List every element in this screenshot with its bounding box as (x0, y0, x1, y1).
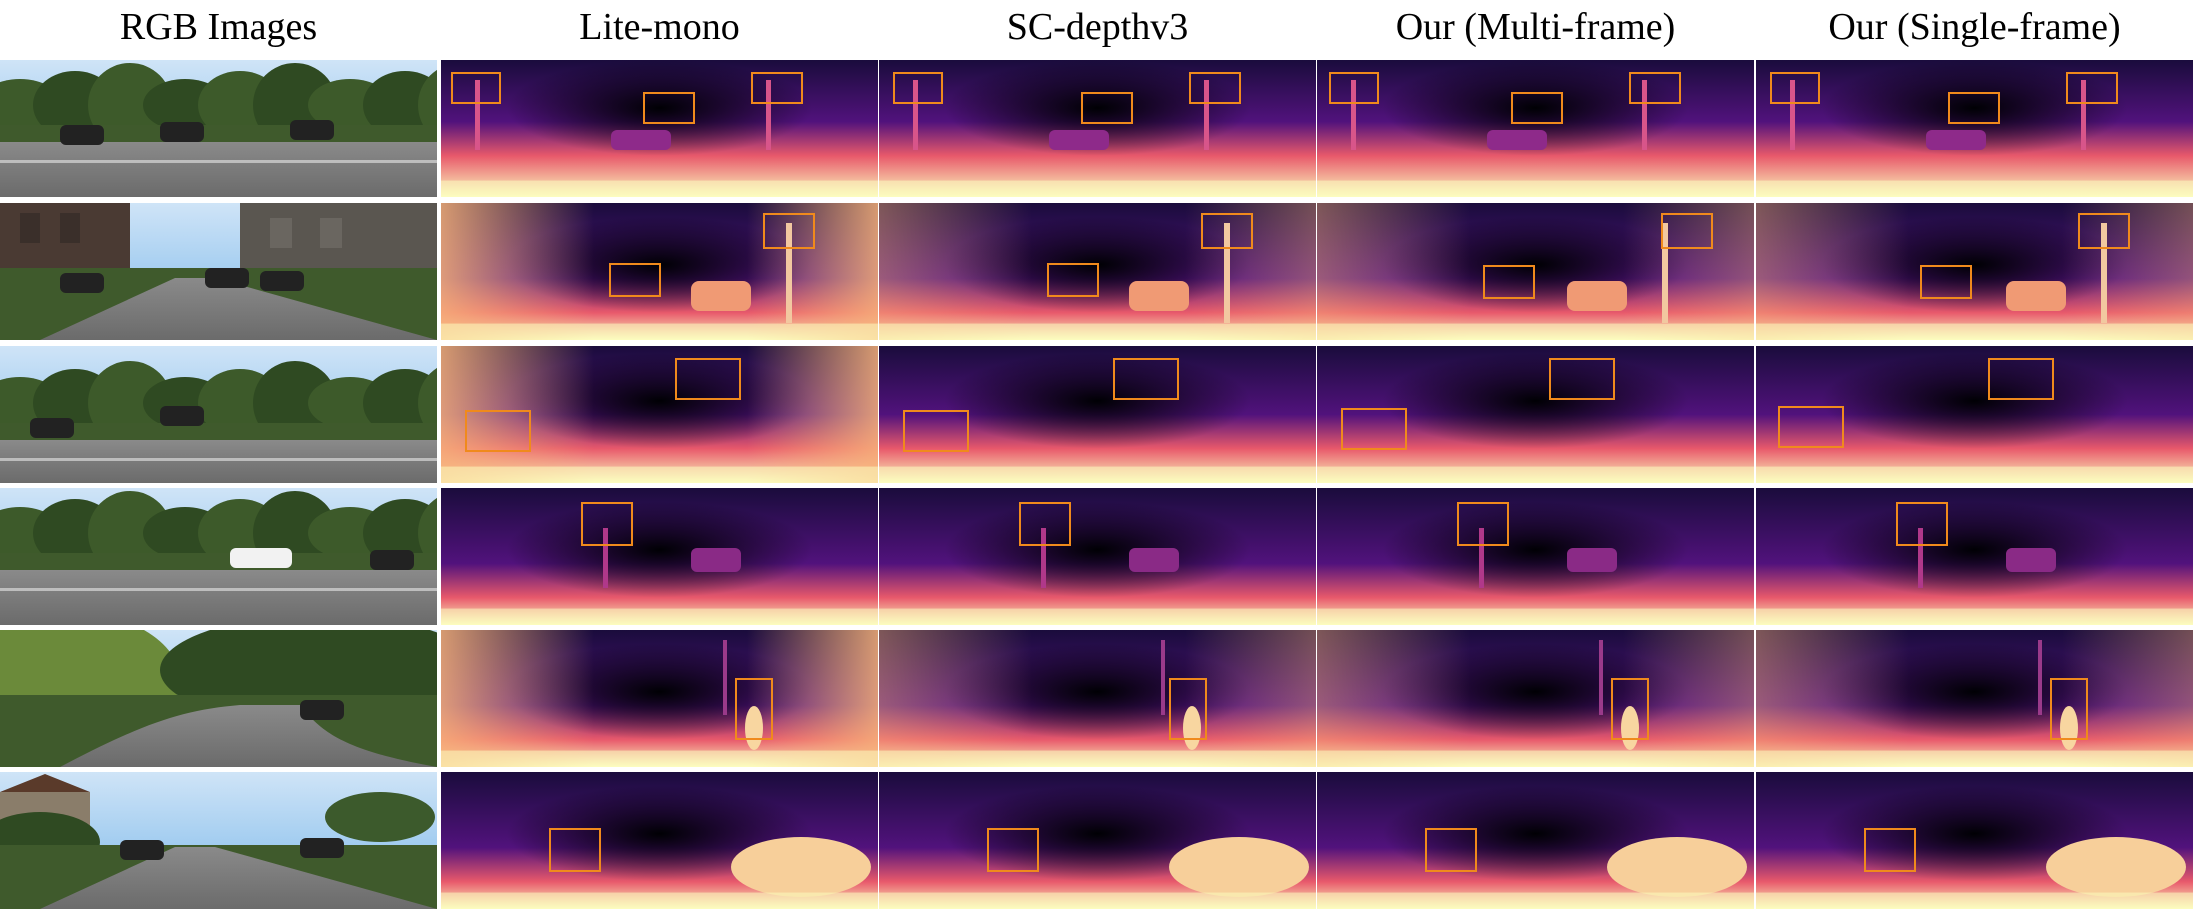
rgb-image (0, 60, 437, 197)
rgb-image (0, 346, 437, 483)
lite-mono-depth-map (441, 488, 878, 625)
sc-depthv3-depth-map (879, 346, 1316, 483)
rgb-image (0, 488, 437, 625)
figure-row (0, 772, 2195, 909)
highlight-box (1770, 72, 1820, 104)
highlight-box (1113, 358, 1179, 400)
sc-depthv3-depth-map (879, 488, 1316, 625)
highlight-box (1019, 502, 1071, 546)
sc-depthv3-depth-map (879, 203, 1316, 340)
header-rgb-images: RGB Images (119, 6, 318, 48)
lite-mono-depth-map (441, 772, 878, 909)
sc-depthv3-depth-map (879, 772, 1316, 909)
multi-frame-depth-map (1317, 772, 1754, 909)
figure-row (0, 488, 2195, 625)
figure-row (0, 203, 2195, 340)
highlight-box (1988, 358, 2054, 400)
header-lite-mono: Lite-mono (579, 6, 740, 48)
figure-row (0, 346, 2195, 483)
figure-row (0, 630, 2195, 767)
highlight-box (465, 410, 531, 452)
highlight-box (1948, 92, 2000, 124)
highlight-box (1549, 358, 1615, 400)
highlight-box (893, 72, 943, 104)
highlight-box (549, 828, 601, 872)
highlight-box (451, 72, 501, 104)
header-sc-depthv3: SC-depthv3 (1006, 6, 1189, 48)
highlight-box (1920, 265, 1972, 299)
highlight-box (735, 678, 773, 740)
single-frame-depth-map (1756, 60, 2193, 197)
highlight-box (2078, 213, 2130, 249)
multi-frame-depth-map (1317, 203, 1754, 340)
highlight-box (1629, 72, 1681, 104)
rgb-image (0, 203, 437, 340)
highlight-box (763, 213, 815, 249)
highlight-box (609, 263, 661, 297)
highlight-box (1778, 406, 1844, 448)
lite-mono-depth-map (441, 346, 878, 483)
single-frame-depth-map (1756, 346, 2193, 483)
highlight-box (903, 410, 969, 452)
highlight-box (1169, 678, 1207, 740)
highlight-box (1661, 213, 1713, 249)
multi-frame-depth-map (1317, 630, 1754, 767)
multi-frame-depth-map (1317, 346, 1754, 483)
multi-frame-depth-map (1317, 60, 1754, 197)
highlight-box (1189, 72, 1241, 104)
rgb-image (0, 630, 437, 767)
highlight-box (1511, 92, 1563, 124)
highlight-box (1457, 502, 1509, 546)
rgb-image (0, 772, 437, 909)
highlight-box (1201, 213, 1253, 249)
highlight-box (1864, 828, 1916, 872)
single-frame-depth-map (1756, 488, 2193, 625)
highlight-box (1611, 678, 1649, 740)
highlight-box (1896, 502, 1948, 546)
header-our-single-frame: Our (Single-frame) (1828, 6, 2121, 48)
highlight-box (1483, 265, 1535, 299)
figure-row (0, 60, 2195, 197)
lite-mono-depth-map (441, 60, 878, 197)
lite-mono-depth-map (441, 630, 878, 767)
lite-mono-depth-map (441, 203, 878, 340)
highlight-box (1329, 72, 1379, 104)
single-frame-depth-map (1756, 630, 2193, 767)
highlight-box (987, 828, 1039, 872)
highlight-box (2050, 678, 2088, 740)
highlight-box (675, 358, 741, 400)
highlight-box (1047, 263, 1099, 297)
highlight-box (751, 72, 803, 104)
highlight-box (2066, 72, 2118, 104)
highlight-box (1425, 828, 1477, 872)
single-frame-depth-map (1756, 203, 2193, 340)
highlight-box (1341, 408, 1407, 450)
multi-frame-depth-map (1317, 488, 1754, 625)
highlight-box (643, 92, 695, 124)
sc-depthv3-depth-map (879, 630, 1316, 767)
column-headers: RGB Images Lite-mono SC-depthv3 Our (Mul… (0, 0, 2195, 58)
highlight-box (1081, 92, 1133, 124)
single-frame-depth-map (1756, 772, 2193, 909)
highlight-box (581, 502, 633, 546)
sc-depthv3-depth-map (879, 60, 1316, 197)
header-our-multi-frame: Our (Multi-frame) (1395, 6, 1676, 48)
